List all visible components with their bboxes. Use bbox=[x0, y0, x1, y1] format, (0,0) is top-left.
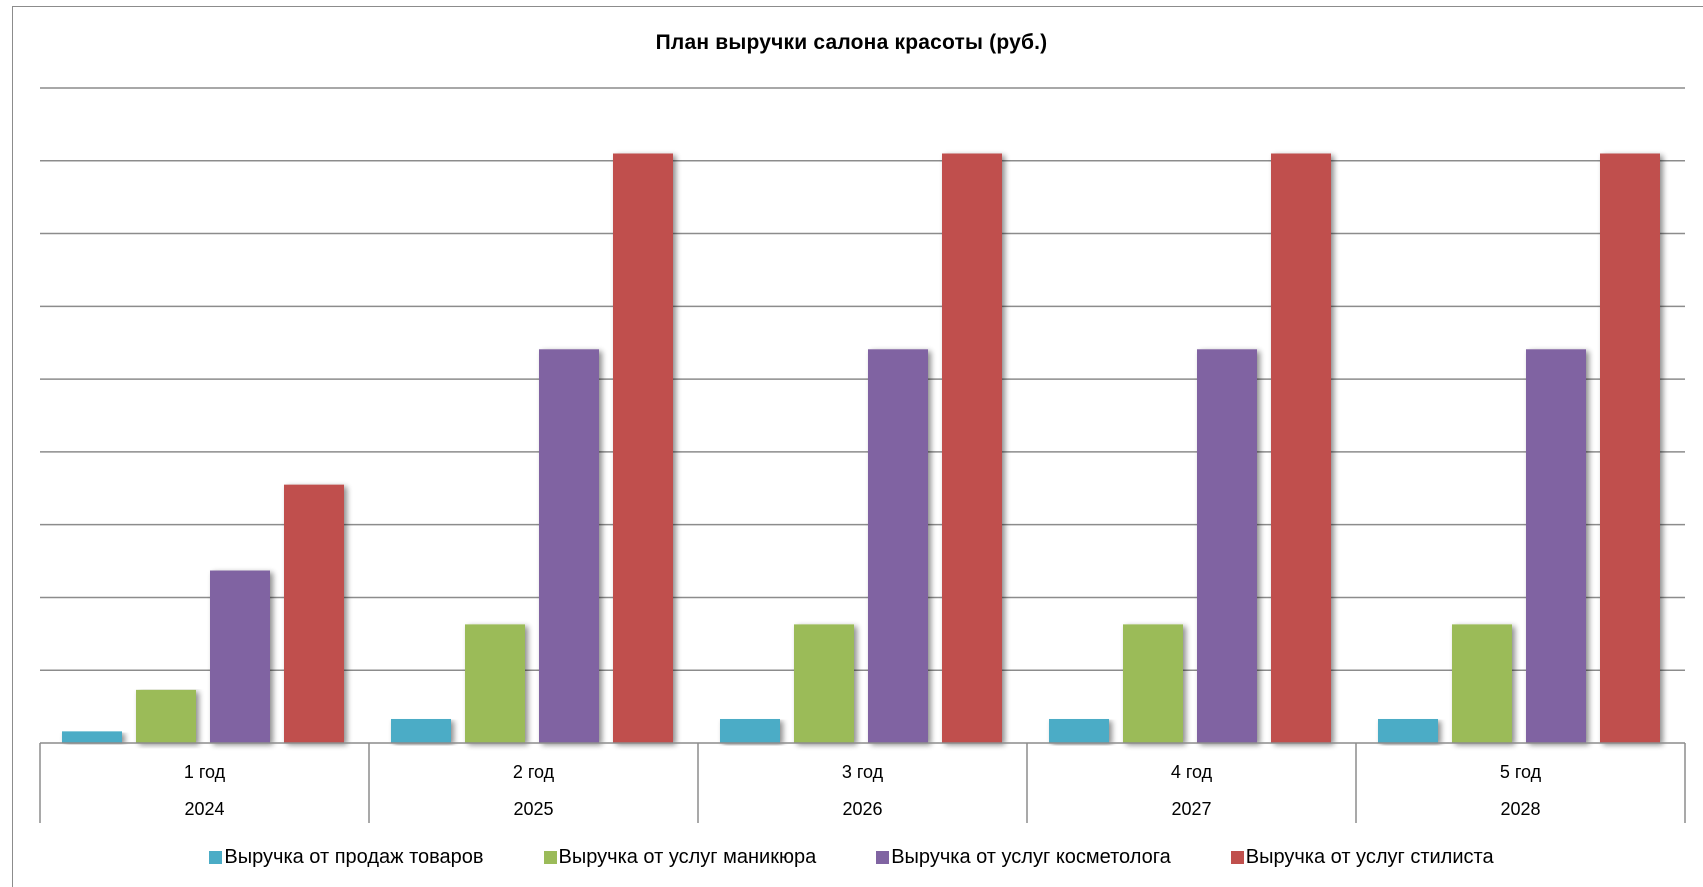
bar-4-4 bbox=[1271, 153, 1331, 743]
legend-item-3: Выручка от услуг косметолога bbox=[876, 846, 1171, 869]
bars bbox=[62, 153, 1660, 743]
bar-3-1 bbox=[210, 570, 270, 743]
x-tick-year: 2026 bbox=[842, 799, 882, 819]
bar-3-5 bbox=[1526, 349, 1586, 743]
bar-2-5 bbox=[1452, 624, 1512, 743]
bar-3-2 bbox=[539, 349, 599, 743]
legend-label: Выручка от услуг стилиста bbox=[1245, 846, 1494, 868]
bar-1-3 bbox=[720, 718, 780, 743]
bar-2-1 bbox=[136, 689, 196, 743]
x-tick-year: 2024 bbox=[184, 799, 224, 819]
x-tick-label: 5 год bbox=[1500, 762, 1542, 782]
bar-1-1 bbox=[62, 731, 122, 743]
bar-3-3 bbox=[868, 349, 928, 743]
legend: Выручка от продаж товаров Выручка от услу… bbox=[0, 846, 1703, 869]
x-tick-year: 2027 bbox=[1171, 799, 1211, 819]
bar-4-2 bbox=[613, 153, 673, 743]
legend-label: Выручка от услуг маникюра bbox=[558, 846, 817, 868]
bar-1-5 bbox=[1378, 718, 1438, 743]
bar-1-4 bbox=[1049, 718, 1109, 743]
legend-item-4: Выручка от услуг стилиста bbox=[1230, 846, 1494, 869]
x-tick-label: 3 год bbox=[842, 762, 884, 782]
legend-label: Выручка от услуг косметолога bbox=[891, 846, 1171, 868]
x-tick-label: 2 год bbox=[513, 762, 555, 782]
legend-swatch bbox=[876, 851, 890, 864]
bar-1-2 bbox=[391, 718, 451, 743]
bar-3-4 bbox=[1197, 349, 1257, 743]
bar-2-3 bbox=[794, 624, 854, 743]
bar-4-1 bbox=[284, 484, 344, 743]
bar-4-5 bbox=[1600, 153, 1660, 743]
x-axis: 1 год 2024 2 год 2025 3 год 2026 4 год 2027 5 го… bbox=[39, 742, 1686, 823]
legend-swatch bbox=[543, 851, 557, 864]
legend-swatch bbox=[209, 851, 223, 864]
bar-2-4 bbox=[1123, 624, 1183, 743]
legend-item-1: Выручка от продаж товаров bbox=[209, 846, 484, 869]
x-tick-label: 4 год bbox=[1171, 762, 1213, 782]
chart-title: План выручки салона красоты (руб.) bbox=[655, 31, 1048, 54]
legend-swatch bbox=[1230, 851, 1244, 864]
x-tick-year: 2025 bbox=[513, 799, 553, 819]
bar-2-2 bbox=[465, 624, 525, 743]
x-tick-label: 1 год bbox=[184, 762, 226, 782]
chart-frame bbox=[12, 6, 1703, 887]
legend-label: Выручка от продаж товаров bbox=[224, 846, 484, 868]
legend-item-2: Выручка от услуг маникюра bbox=[543, 846, 817, 869]
x-tick-year: 2028 bbox=[1500, 799, 1540, 819]
bar-4-3 bbox=[942, 153, 1002, 743]
